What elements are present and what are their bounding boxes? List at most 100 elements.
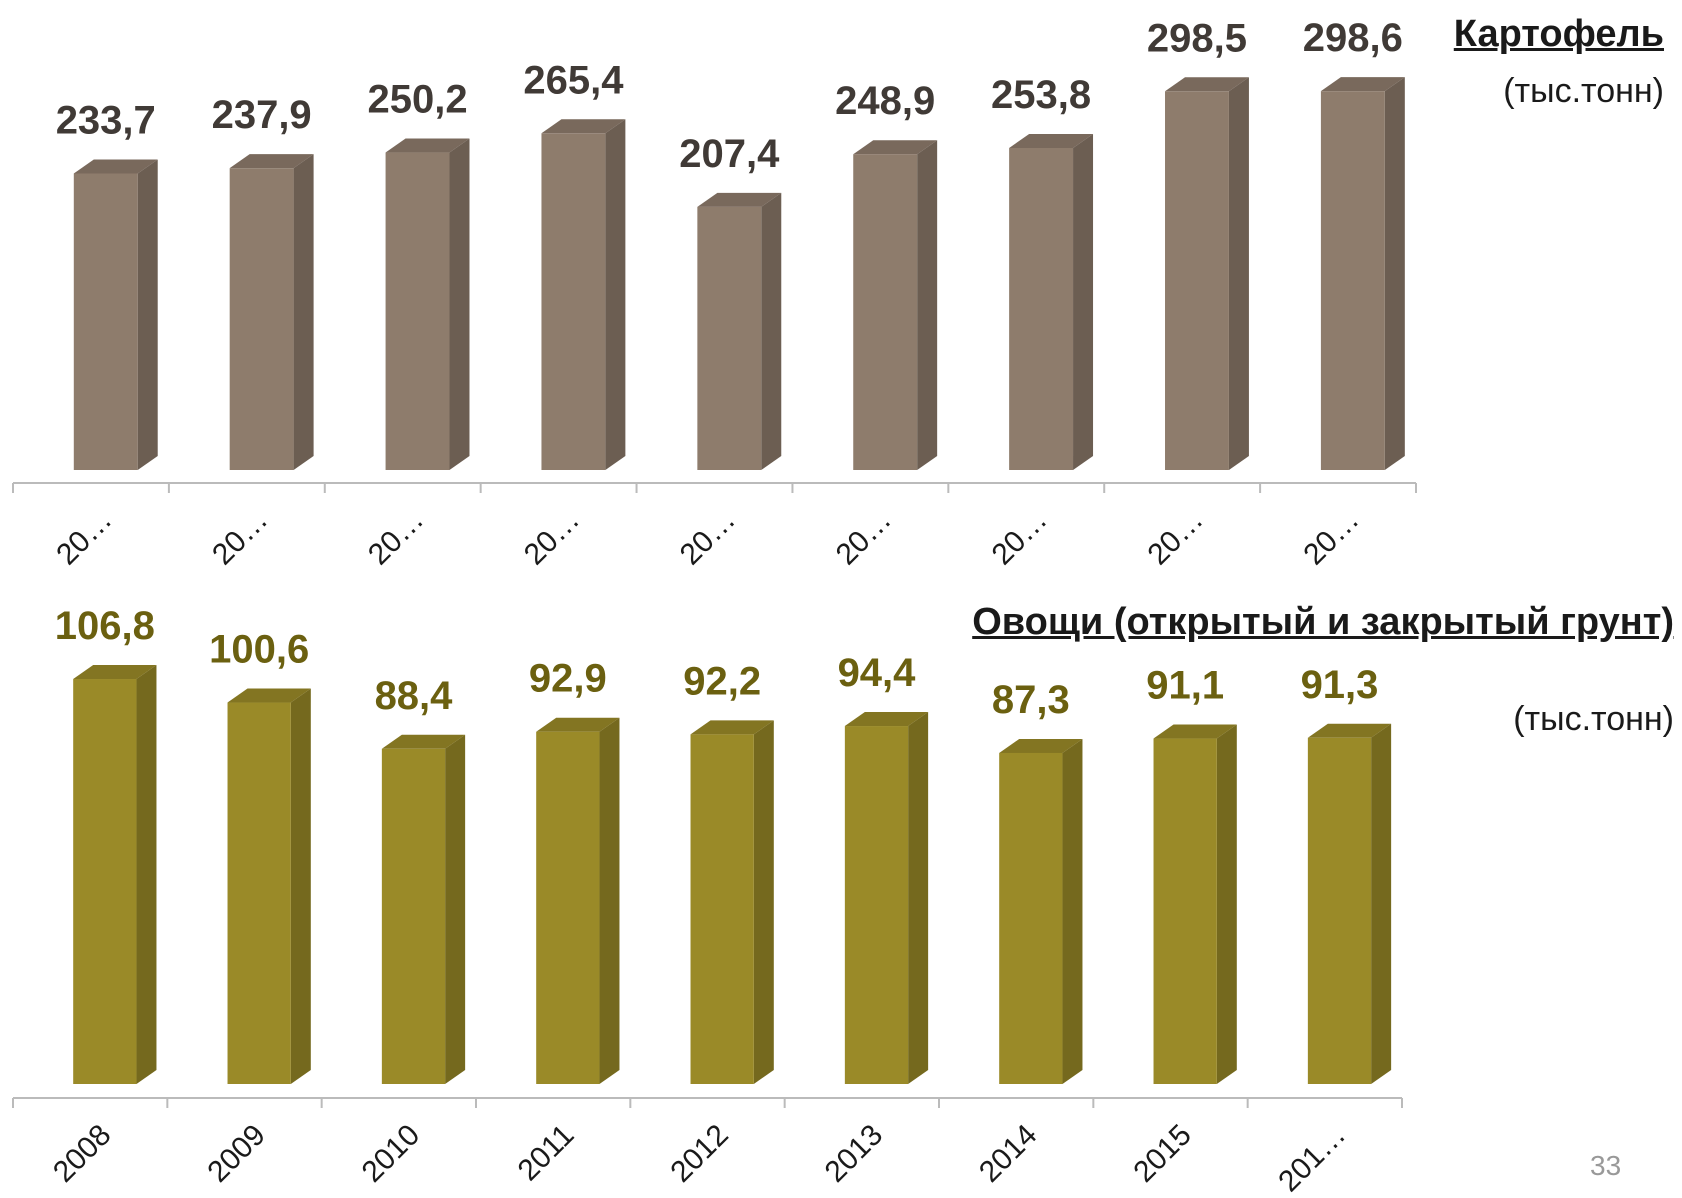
bar-front [227, 702, 291, 1084]
bar-top [844, 712, 929, 727]
bar-top [999, 738, 1083, 753]
x-tick-label: 2014 [973, 1118, 1044, 1189]
bar-side [599, 717, 620, 1084]
bar-front [1320, 91, 1385, 471]
bar-side [1384, 77, 1405, 471]
bar-side [1228, 77, 1249, 470]
x-tick-label: 20… [986, 503, 1054, 571]
x-tick-label: 2009 [201, 1118, 272, 1189]
value-label: 106,8 [55, 604, 155, 648]
chart-title: Овощи (открытый и закрытый грунт) [972, 601, 1674, 643]
bar-top [1165, 77, 1249, 92]
value-label: 92,9 [529, 657, 607, 701]
bar [73, 159, 158, 471]
bar-side [1216, 724, 1237, 1084]
bar-front [229, 168, 294, 470]
value-label: 92,2 [683, 659, 761, 703]
bar [853, 140, 938, 470]
bar-top [1320, 77, 1405, 92]
bar-side [290, 688, 311, 1084]
bar [227, 688, 311, 1084]
bar-front [697, 206, 762, 470]
x-tick-label: 201… [1272, 1118, 1352, 1198]
bar-front [541, 133, 606, 470]
bar [999, 738, 1083, 1084]
bar-front [73, 679, 137, 1084]
bar-side [449, 138, 470, 470]
bar [844, 712, 929, 1084]
bar-top [381, 734, 466, 749]
x-tick-label: 20… [1297, 503, 1365, 571]
bar-front [381, 748, 446, 1084]
value-label: 91,3 [1301, 663, 1379, 707]
bar-front [999, 752, 1063, 1084]
bar-top [1153, 724, 1237, 739]
bar-side [1371, 723, 1392, 1084]
bar [1009, 133, 1094, 470]
value-label: 207,4 [679, 132, 780, 176]
bar [1165, 77, 1249, 470]
bar [1153, 724, 1237, 1084]
bar [697, 192, 782, 470]
bar [381, 734, 466, 1084]
value-label: 94,4 [838, 651, 917, 695]
value-label: 253,8 [991, 73, 1091, 117]
x-tick-label: 20… [50, 503, 118, 571]
value-label: 298,6 [1303, 16, 1403, 60]
bar-top [1009, 133, 1094, 148]
value-label: 250,2 [367, 78, 467, 122]
x-tick-label: 2015 [1127, 1118, 1198, 1189]
bar-top [73, 665, 157, 680]
bar-side [137, 159, 158, 471]
bar-front [1153, 738, 1217, 1084]
value-label: 298,5 [1147, 16, 1247, 60]
value-label: 237,9 [212, 93, 312, 137]
x-tick-label: 20… [830, 503, 898, 571]
bar-front [73, 173, 138, 471]
bar [229, 154, 314, 470]
bar [690, 720, 774, 1084]
page-number: 33 [1590, 1150, 1622, 1181]
bar-top [1307, 723, 1392, 738]
bar-top [853, 140, 938, 155]
x-tick-label: 2012 [664, 1118, 735, 1189]
bar-top [227, 688, 311, 703]
bar-side [917, 140, 938, 470]
x-tick-label: 20… [1141, 503, 1209, 571]
x-tick-label: 2008 [47, 1118, 118, 1189]
chart-subtitle: (тыс.тонн) [1503, 72, 1664, 110]
bar-side [753, 720, 774, 1084]
x-tick-label: 2010 [356, 1118, 427, 1189]
x-tick-label: 20… [518, 503, 586, 571]
x-tick-label: 2011 [512, 1118, 581, 1187]
x-tick-label: 20… [362, 503, 430, 571]
value-label: 265,4 [523, 58, 624, 102]
bar-side [293, 154, 314, 470]
bar [536, 717, 620, 1084]
value-label: 100,6 [209, 628, 309, 672]
bar-top [385, 138, 470, 153]
bar-side [445, 734, 466, 1084]
bar-front [385, 152, 450, 470]
bar-front [1307, 737, 1372, 1084]
chart-subtitle: (тыс.тонн) [1513, 700, 1674, 738]
bar-front [1165, 91, 1229, 470]
bar-top [697, 192, 782, 207]
bar-top [541, 119, 626, 134]
value-label: 248,9 [835, 79, 935, 123]
bar-top [690, 720, 774, 735]
bar-top [536, 717, 620, 732]
bar-front [844, 726, 909, 1084]
bar-front [536, 731, 600, 1084]
value-label: 88,4 [375, 674, 454, 718]
x-tick-label: 20… [206, 503, 274, 571]
bar-top [229, 154, 314, 169]
bar [73, 665, 157, 1084]
value-label: 87,3 [992, 678, 1070, 722]
bar-side [605, 119, 626, 471]
bar-front [853, 154, 918, 470]
x-tick-label: 2013 [819, 1118, 890, 1189]
x-tick-label: 20… [674, 503, 742, 571]
bar-top [73, 159, 158, 174]
